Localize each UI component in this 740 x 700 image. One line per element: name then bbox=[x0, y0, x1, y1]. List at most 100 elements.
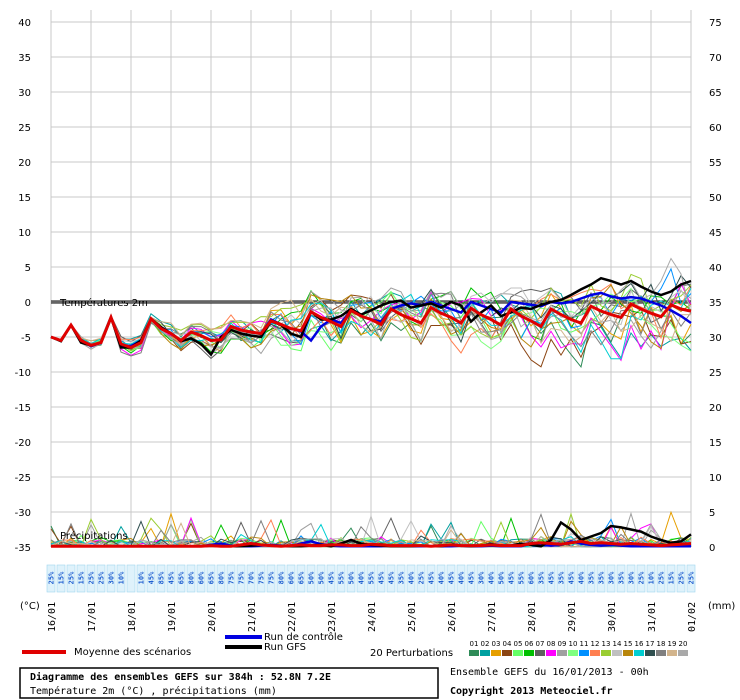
probability-value: 35% bbox=[598, 571, 606, 584]
date-label: 28/01 bbox=[527, 602, 538, 632]
probability-cell bbox=[206, 564, 216, 593]
perturbation-id: 16 bbox=[635, 640, 644, 648]
probability-cell bbox=[256, 564, 266, 593]
left-tick-label: -20 bbox=[15, 438, 31, 449]
perturbation-swatch bbox=[546, 650, 556, 656]
perturbation-swatch bbox=[469, 650, 479, 656]
probability-cell bbox=[596, 564, 606, 593]
probability-cell bbox=[156, 564, 166, 593]
left-tick-label: 35 bbox=[18, 53, 31, 64]
perturbation-swatch bbox=[601, 650, 611, 656]
perturbation-id: 18 bbox=[657, 640, 666, 648]
perturbation-id: 02 bbox=[481, 640, 490, 648]
probability-cell bbox=[416, 564, 426, 593]
date-label: 24/01 bbox=[367, 602, 378, 632]
probability-cell bbox=[436, 564, 446, 593]
right-tick-label: 10 bbox=[709, 473, 722, 484]
probability-value: 75% bbox=[238, 571, 246, 584]
probability-cell bbox=[136, 564, 146, 593]
perturbation-id: 20 bbox=[679, 640, 688, 648]
right-tick-label: 50 bbox=[709, 193, 722, 204]
perturbation-swatch bbox=[678, 650, 688, 656]
date-label: 25/01 bbox=[407, 602, 418, 632]
probability-value: 15% bbox=[78, 571, 86, 584]
probability-cell bbox=[646, 564, 656, 593]
series-moyenne-des-sc-narios-precip bbox=[51, 539, 692, 548]
probability-cell bbox=[526, 564, 536, 593]
probability-cell bbox=[166, 564, 176, 593]
perturbation-swatch bbox=[535, 650, 545, 656]
left-tick-label: -30 bbox=[15, 508, 31, 519]
probability-cell bbox=[146, 564, 156, 593]
probability-cell bbox=[576, 564, 586, 593]
perturbation-color-legend: 01 02 03 04 05 06 07 08 09 10 11 12 13 14 15 16 17 18 19 20 bbox=[469, 640, 688, 656]
probability-cell bbox=[96, 564, 106, 593]
right-tick-label: 30 bbox=[709, 333, 722, 344]
perturbation-id: 14 bbox=[613, 640, 622, 648]
probability-value: 25% bbox=[68, 571, 76, 584]
probability-cell bbox=[376, 564, 386, 593]
temperature-axis: 40 35 30 25 20 15 10 5 0 -5 -10 -15 -20 -25 -30 -35 bbox=[15, 18, 31, 554]
perturbation-id: 03 bbox=[492, 640, 501, 648]
precip-probability-row: 25% 15% 25% 15% 25% 25% 30% 10% 10% 45% 85% 45% 65% 8… bbox=[46, 563, 696, 593]
footer-title: Diagramme des ensembles GEFS sur 384h : … bbox=[30, 671, 331, 683]
probability-value: 45% bbox=[428, 571, 436, 584]
right-axis-unit: (mm) bbox=[708, 601, 735, 612]
probability-value: 45% bbox=[448, 571, 456, 584]
perturbation-id: 17 bbox=[646, 640, 655, 648]
main-series-lines bbox=[50, 276, 692, 548]
right-tick-label: 20 bbox=[709, 403, 722, 414]
probability-cell bbox=[566, 564, 576, 593]
probability-value: 40% bbox=[578, 571, 586, 584]
date-label: 17/01 bbox=[87, 602, 98, 632]
perturbation-id: 15 bbox=[624, 640, 633, 648]
probability-value: 80% bbox=[278, 571, 286, 584]
probability-value: 45% bbox=[548, 571, 556, 584]
probability-cell bbox=[176, 564, 186, 593]
probability-cell bbox=[396, 564, 406, 593]
footer-subtitle: Température 2m (°C) , précipitations (mm… bbox=[30, 685, 277, 697]
probability-cell bbox=[486, 564, 496, 593]
probability-value: 35% bbox=[558, 571, 566, 584]
probability-cell bbox=[616, 564, 626, 593]
probability-value: 75% bbox=[228, 571, 236, 584]
probability-cell bbox=[46, 564, 56, 593]
left-tick-label: 15 bbox=[18, 193, 31, 204]
perturbation-swatch bbox=[645, 650, 655, 656]
perturbation-id: 11 bbox=[580, 640, 589, 648]
probability-cell bbox=[196, 564, 206, 593]
run-info: Ensemble GEFS du 16/01/2013 - 00h bbox=[450, 667, 649, 678]
probability-value: 35% bbox=[398, 571, 406, 584]
probability-value: 25% bbox=[88, 571, 96, 584]
date-label: 16/01 bbox=[47, 602, 58, 632]
probability-cell bbox=[366, 564, 376, 593]
probability-value: 50% bbox=[308, 571, 316, 584]
date-label: 20/01 bbox=[207, 602, 218, 632]
probability-value: 10% bbox=[138, 571, 146, 584]
right-tick-label: 65 bbox=[709, 88, 722, 99]
probability-value: 40% bbox=[458, 571, 466, 584]
probability-value: 40% bbox=[488, 571, 496, 584]
perturbation-swatch bbox=[568, 650, 578, 656]
probability-cell bbox=[306, 564, 316, 593]
probability-value: 30% bbox=[478, 571, 486, 584]
probability-cell bbox=[106, 564, 116, 593]
probability-value: 35% bbox=[538, 571, 546, 584]
right-tick-label: 0 bbox=[709, 543, 715, 554]
perturbation-id: 13 bbox=[602, 640, 611, 648]
perturbation-id: 07 bbox=[536, 640, 545, 648]
probability-value: 30% bbox=[108, 571, 116, 584]
probability-cell bbox=[676, 564, 686, 593]
probability-value: 45% bbox=[328, 571, 336, 584]
perturbation-id: 01 bbox=[470, 640, 479, 648]
probability-value: 10% bbox=[118, 571, 126, 584]
probability-cell bbox=[266, 564, 276, 593]
left-tick-label: -15 bbox=[15, 403, 31, 414]
date-label: 22/01 bbox=[287, 602, 298, 632]
right-tick-label: 15 bbox=[709, 438, 722, 449]
probability-cell bbox=[496, 564, 506, 593]
probability-cell bbox=[686, 564, 696, 593]
left-axis-unit: (°C) bbox=[20, 601, 40, 612]
